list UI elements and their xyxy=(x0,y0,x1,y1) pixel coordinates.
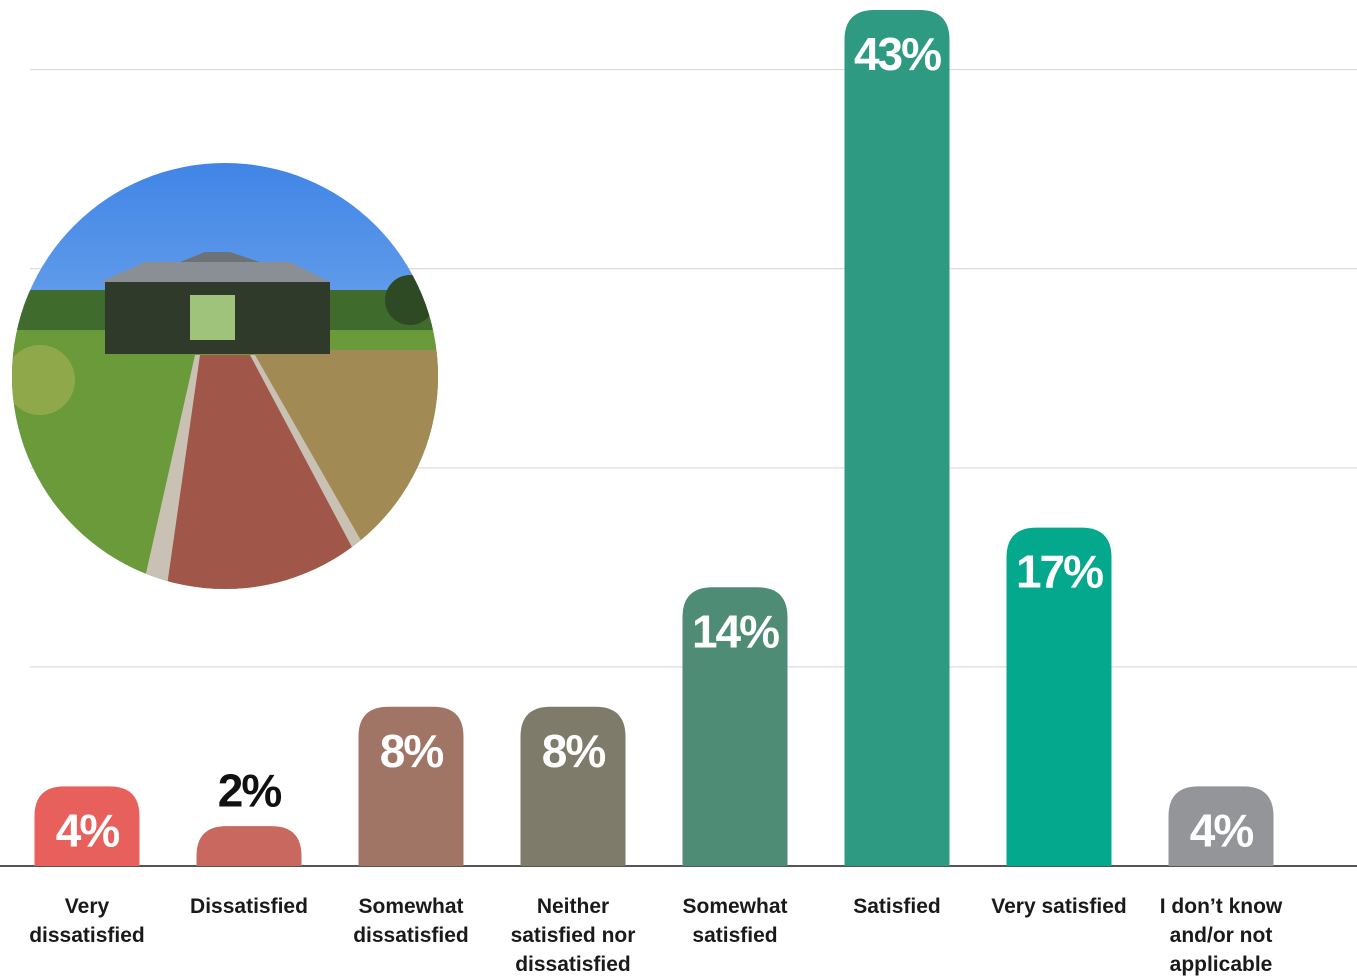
bar xyxy=(520,706,626,866)
value-label: 8% xyxy=(542,725,606,777)
x-tick-label: Somewhat dissatisfied xyxy=(353,895,469,947)
x-tick-label: Satisfied xyxy=(853,895,941,918)
value-label: 4% xyxy=(1190,805,1254,857)
x-tick-label: Somewhat satisfied xyxy=(682,895,788,947)
value-label: 4% xyxy=(56,805,120,857)
bar xyxy=(844,9,950,866)
x-tick-label: Neither satisfied nor dissatisfied xyxy=(510,895,636,976)
x-tick-label: I don’t know and/or not applicable xyxy=(1159,895,1283,976)
value-label: 14% xyxy=(692,605,779,657)
value-label: 17% xyxy=(1016,546,1103,598)
value-label: 8% xyxy=(380,725,444,777)
bar xyxy=(34,786,140,866)
bar xyxy=(196,826,302,866)
bar xyxy=(1168,786,1274,866)
bar xyxy=(358,706,464,866)
bar xyxy=(1006,527,1112,866)
value-label: 43% xyxy=(854,28,941,80)
photo xyxy=(12,163,438,589)
x-tick-label: Dissatisfied xyxy=(190,895,308,918)
bar xyxy=(682,587,788,866)
x-tick-label: Very dissatisfied xyxy=(29,895,145,947)
x-tick-label: Very satisfied xyxy=(991,895,1127,918)
value-label: 2% xyxy=(218,764,282,816)
